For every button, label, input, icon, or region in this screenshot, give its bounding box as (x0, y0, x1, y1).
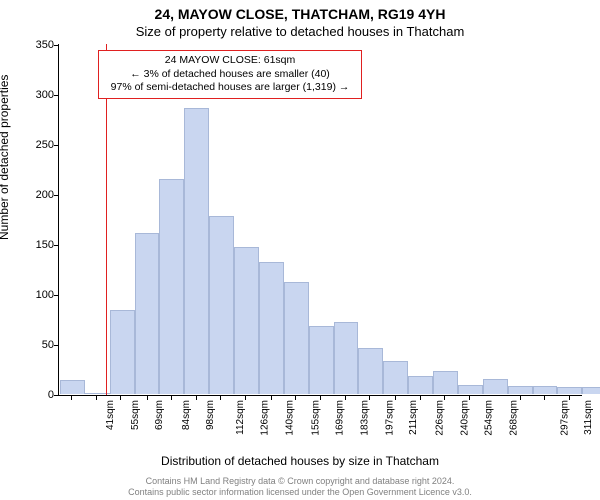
x-tick-label: 268sqm (508, 400, 519, 436)
x-tick-mark (469, 396, 470, 400)
x-tick-mark (569, 396, 570, 400)
x-tick-label: 126sqm (260, 400, 271, 436)
x-tick-mark (345, 396, 346, 400)
histogram-bar (60, 380, 85, 394)
x-tick-label: 140sqm (284, 400, 295, 436)
annotation-line-1: 24 MAYOW CLOSE: 61sqm (105, 54, 355, 68)
y-tick-mark (54, 95, 58, 96)
x-tick-mark (520, 396, 521, 400)
y-tick-mark (54, 245, 58, 246)
histogram-bar (334, 322, 359, 394)
x-tick-mark (245, 396, 246, 400)
histogram-bar (533, 386, 558, 394)
x-tick-label: 112sqm (234, 400, 245, 435)
histogram-bar (508, 386, 533, 394)
histogram-bar (557, 387, 582, 394)
x-tick-mark (96, 396, 97, 400)
histogram-bar (433, 371, 458, 394)
y-tick-mark (54, 345, 58, 346)
histogram-bar (284, 282, 309, 394)
histogram-bar (383, 361, 408, 394)
x-tick-label: 183sqm (360, 400, 371, 436)
histogram-bar (358, 348, 383, 394)
y-tick-mark (54, 195, 58, 196)
histogram-bar (159, 179, 184, 394)
y-tick-label: 100 (14, 289, 54, 301)
y-tick-mark (54, 295, 58, 296)
histogram-bar (483, 379, 508, 394)
y-tick-label: 150 (14, 239, 54, 251)
attribution-text: Contains HM Land Registry data © Crown c… (0, 476, 600, 499)
x-tick-mark (320, 396, 321, 400)
x-tick-mark (544, 396, 545, 400)
x-tick-label: 69sqm (154, 400, 165, 430)
y-tick-mark (54, 395, 58, 396)
x-tick-mark (420, 396, 421, 400)
histogram-bar (184, 108, 209, 394)
x-tick-mark (71, 396, 72, 400)
histogram-bar (234, 247, 259, 394)
x-tick-mark (196, 396, 197, 400)
histogram-bar (110, 310, 135, 394)
y-tick-label: 200 (14, 189, 54, 201)
y-tick-label: 50 (14, 339, 54, 351)
histogram-bar (309, 326, 334, 394)
x-tick-mark (171, 396, 172, 400)
annotation-line-2: ← 3% of detached houses are smaller (40) (105, 68, 355, 82)
x-tick-mark (147, 396, 148, 400)
x-tick-mark (120, 396, 121, 400)
chart-title: 24, MAYOW CLOSE, THATCHAM, RG19 4YH (0, 6, 600, 22)
attribution-line-1: Contains HM Land Registry data © Crown c… (146, 476, 455, 486)
x-tick-mark (295, 396, 296, 400)
x-tick-mark (271, 396, 272, 400)
x-tick-mark (369, 396, 370, 400)
y-tick-label: 0 (14, 389, 54, 401)
y-tick-label: 350 (14, 39, 54, 51)
x-tick-label: 311sqm (583, 400, 594, 435)
x-tick-label: 84sqm (181, 400, 192, 430)
histogram-bar (135, 233, 160, 394)
x-tick-label: 226sqm (435, 400, 446, 436)
x-tick-label: 254sqm (484, 400, 495, 436)
x-tick-label: 41sqm (105, 400, 116, 430)
histogram-bar (458, 385, 483, 394)
x-tick-label: 98sqm (205, 400, 216, 430)
histogram-bar (209, 216, 234, 394)
y-tick-mark (54, 45, 58, 46)
attribution-line-2: Contains public sector information licen… (128, 487, 472, 497)
y-tick-label: 300 (14, 89, 54, 101)
x-tick-label: 197sqm (384, 400, 395, 436)
annotation-box: 24 MAYOW CLOSE: 61sqm ← 3% of detached h… (98, 50, 362, 99)
x-tick-label: 169sqm (335, 400, 346, 436)
histogram-bar (259, 262, 284, 394)
x-tick-label: 155sqm (311, 400, 322, 436)
annotation-line-3: 97% of semi-detached houses are larger (… (105, 81, 355, 95)
x-tick-label: 211sqm (408, 400, 419, 435)
x-tick-label: 297sqm (559, 400, 570, 436)
y-tick-label: 250 (14, 139, 54, 151)
x-tick-mark (444, 396, 445, 400)
x-tick-mark (220, 396, 221, 400)
x-tick-label: 55sqm (130, 400, 141, 430)
chart-subtitle: Size of property relative to detached ho… (0, 24, 600, 39)
histogram-bar (408, 376, 433, 394)
y-tick-mark (54, 145, 58, 146)
x-tick-mark (395, 396, 396, 400)
x-tick-label: 240sqm (459, 400, 470, 436)
y-axis-label: Number of detached properties (0, 75, 11, 240)
x-axis-label: Distribution of detached houses by size … (0, 454, 600, 468)
histogram-bar (582, 387, 600, 394)
